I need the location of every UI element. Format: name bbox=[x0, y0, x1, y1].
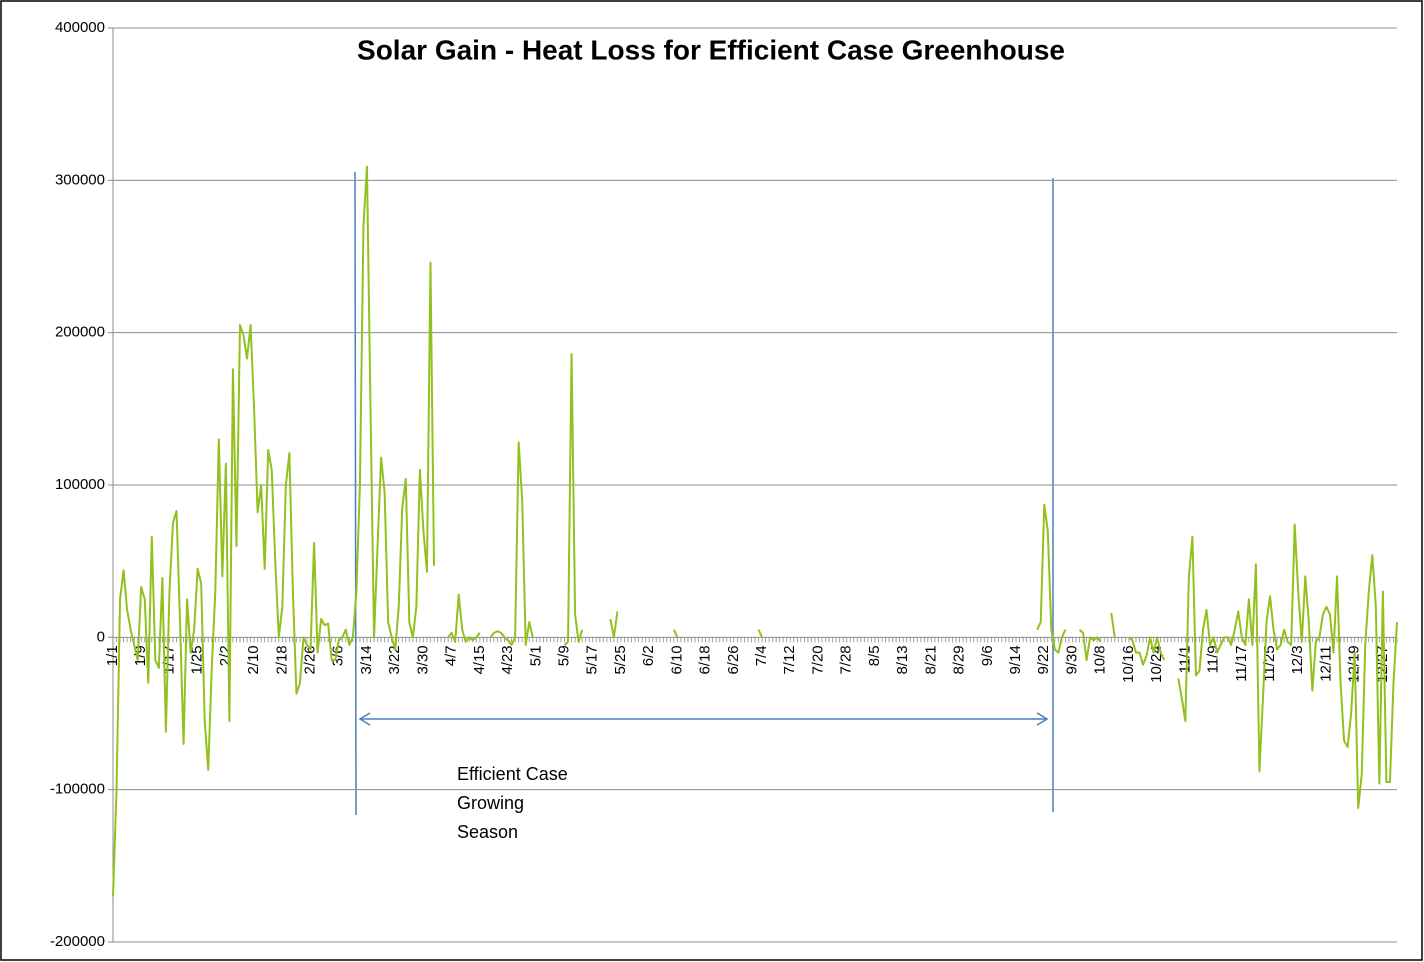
x-tick-label: 1/25 bbox=[189, 645, 206, 674]
x-tick-label: 4/7 bbox=[443, 645, 460, 666]
annotation: Growing bbox=[457, 793, 524, 813]
x-tick-label: 1/1 bbox=[104, 645, 121, 666]
x-tick-label: 4/23 bbox=[499, 645, 516, 674]
x-tick-label: 8/21 bbox=[922, 645, 939, 674]
x-tick-label: 8/5 bbox=[866, 645, 883, 666]
x-tick-label: 7/4 bbox=[753, 645, 770, 666]
x-tick-label: 3/22 bbox=[386, 645, 403, 674]
x-tick-label: 11/17 bbox=[1233, 645, 1250, 681]
y-tick-label: 0 bbox=[97, 628, 105, 645]
x-tick-label: 4/15 bbox=[471, 645, 488, 674]
x-tick-label: 5/25 bbox=[612, 645, 629, 674]
y-tick-label: 200000 bbox=[55, 324, 105, 341]
x-tick-label: 3/30 bbox=[414, 645, 431, 674]
data-line bbox=[112, 165, 1398, 897]
y-tick-label: 400000 bbox=[55, 19, 105, 36]
x-tick-label: 10/24 bbox=[1148, 645, 1165, 683]
x-tick-label: 9/22 bbox=[1035, 645, 1052, 674]
annotation: Season bbox=[457, 822, 518, 842]
x-tick-label: 9/14 bbox=[1007, 645, 1024, 674]
x-tick-label: 7/12 bbox=[781, 645, 798, 674]
x-tick-label: 2/18 bbox=[273, 645, 290, 674]
x-tick-label: 6/18 bbox=[697, 645, 714, 674]
x-tick-label: 7/20 bbox=[809, 645, 826, 674]
y-tick-label: -200000 bbox=[50, 933, 105, 950]
x-tick-label: 9/6 bbox=[979, 645, 996, 666]
y-tick-label: 100000 bbox=[55, 476, 105, 493]
x-tick-label: 3/14 bbox=[358, 645, 375, 674]
annotation: Efficient Case bbox=[457, 764, 568, 784]
x-tick-label: 5/9 bbox=[555, 645, 572, 666]
x-tick-label: 5/1 bbox=[527, 645, 544, 666]
x-tick-label: 2/26 bbox=[302, 645, 319, 674]
y-tick-label: 300000 bbox=[55, 171, 105, 188]
x-tick-label: 2/10 bbox=[245, 645, 262, 674]
x-tick-label: 10/16 bbox=[1120, 645, 1137, 683]
season-start-line bbox=[354, 171, 357, 816]
x-tick-label: 8/13 bbox=[894, 645, 911, 674]
x-tick-label: 9/30 bbox=[1063, 645, 1080, 674]
x-tick-label: 2/2 bbox=[217, 645, 234, 666]
season-arrow bbox=[358, 712, 1049, 726]
x-tick-label: 7/28 bbox=[838, 645, 855, 674]
x-tick-label: 6/26 bbox=[725, 645, 742, 674]
x-tick-label: 6/10 bbox=[668, 645, 685, 674]
x-tick-label: 12/3 bbox=[1289, 645, 1306, 674]
x-tick-label: 11/1 bbox=[1176, 645, 1193, 673]
x-tick-label: 6/2 bbox=[640, 645, 657, 666]
chart-title: Solar Gain - Heat Loss for Efficient Cas… bbox=[357, 34, 1065, 65]
x-tick-label: 12/11 bbox=[1317, 645, 1334, 681]
x-tick-label: 5/17 bbox=[584, 645, 601, 674]
x-tick-label: 10/8 bbox=[1092, 645, 1109, 674]
y-tick-label: -100000 bbox=[50, 781, 105, 798]
x-tick-label: 8/29 bbox=[951, 645, 968, 674]
